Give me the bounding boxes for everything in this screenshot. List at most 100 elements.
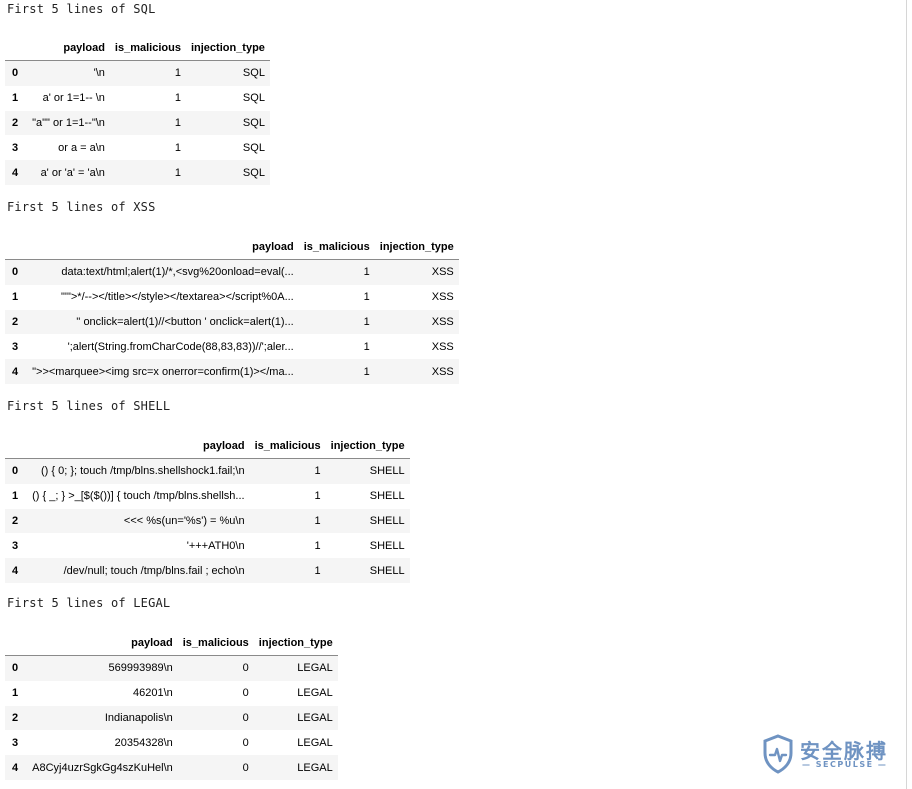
row-index: 0 (12, 662, 19, 675)
injection-type-cell: SQL (242, 67, 265, 80)
payload-cell: a' or 'a' = 'a\n (40, 166, 105, 179)
payload-cell: or a = a\n (58, 141, 105, 154)
table-row: 4 /dev/null; touch /tmp/blns.fail ; echo… (5, 558, 410, 583)
is-malicious-cell: 1 (174, 116, 181, 129)
payload-cell: "'">*/--></title></style></textarea></sc… (60, 291, 294, 304)
injection-type-cell: LEGAL (297, 662, 333, 675)
table-row: 0 () { 0; }; touch /tmp/blns.shellshock1… (5, 458, 410, 484)
row-index: 0 (12, 465, 19, 478)
injection-type-cell: XSS (431, 365, 454, 378)
section-caption: First 5 lines of LEGAL (7, 596, 171, 610)
table-header-row: payload is_malicious injection_type (5, 631, 338, 656)
table-row: 4 a' or 'a' = 'a\n 1 SQL (5, 160, 270, 185)
payload-cell: () { _; } >_[$($())] { touch /tmp/blns.s… (32, 490, 245, 503)
table-header-row: payload is_malicious injection_type (5, 235, 459, 260)
index-header (5, 631, 28, 656)
is-malicious-cell: 1 (314, 514, 321, 527)
payload-cell: () { 0; }; touch /tmp/blns.shellshock1.f… (40, 465, 245, 478)
injection-type-cell: SHELL (369, 564, 405, 577)
section-caption: First 5 lines of XSS (7, 200, 156, 214)
table-row: 2 '' onclick=alert(1)//<button ' onclick… (5, 309, 459, 335)
section-caption: First 5 lines of SHELL (7, 399, 171, 413)
payload-cell: <<< %s(un='%s') = %u\n (123, 514, 245, 527)
row-index: 4 (12, 166, 19, 179)
payload-cell: /dev/null; touch /tmp/blns.fail ; echo\n (63, 564, 245, 577)
is-malicious-cell: 0 (242, 711, 249, 724)
row-index: 3 (12, 340, 19, 353)
row-index: 3 (12, 736, 19, 749)
payload-cell: a' or 1=1-- \n (42, 92, 105, 105)
payload-cell: 20354328\n (114, 736, 173, 749)
injection-type-cell: SHELL (369, 514, 405, 527)
notebook-scroll-border (906, 0, 907, 789)
table-row: 2 Indianapolis\n 0 LEGAL (5, 705, 338, 731)
payload-cell: '' onclick=alert(1)//<button ' onclick=a… (76, 315, 294, 328)
row-index: 1 (12, 490, 19, 503)
is-malicious-cell: 1 (363, 315, 370, 328)
payload-cell: ';alert(String.fromCharCode(88,83,83))//… (67, 340, 294, 353)
row-index: 1 (12, 291, 19, 304)
table-header-row: payload is_malicious injection_type (5, 36, 270, 61)
injection-type-cell: SQL (242, 166, 265, 179)
injection-type-cell: SHELL (369, 490, 405, 503)
injection-type-cell: XSS (431, 291, 454, 304)
is-malicious-cell: 1 (314, 564, 321, 577)
watermark-title: 安全脉搏 (800, 739, 888, 763)
column-header: is_malicious (298, 235, 375, 260)
payload-cell: 569993989\n (108, 662, 173, 675)
is-malicious-cell: 1 (363, 291, 370, 304)
payload-cell: '\n (93, 67, 105, 80)
column-header: payload (27, 235, 299, 260)
is-malicious-cell: 1 (174, 166, 181, 179)
injection-type-cell: SHELL (369, 539, 405, 552)
table-row: 0 569993989\n 0 LEGAL (5, 655, 338, 681)
is-malicious-cell: 1 (314, 539, 321, 552)
column-header: is_malicious (249, 434, 326, 459)
column-header: injection_type (253, 631, 338, 656)
table-row: 3 '+++ATH0\n 1 SHELL (5, 533, 410, 559)
injection-type-cell: SQL (242, 141, 265, 154)
table-row: 3 ';alert(String.fromCharCode(88,83,83))… (5, 334, 459, 360)
shield-icon (763, 734, 793, 774)
table-row: 2 "a"" or 1=1--"\n 1 SQL (5, 110, 270, 136)
injection-type-cell: SQL (242, 116, 265, 129)
dataframe-table: payload is_malicious injection_type 0 56… (5, 631, 338, 780)
is-malicious-cell: 0 (242, 662, 249, 675)
table-row: 4 ">><marquee><img src=x onerror=confirm… (5, 359, 459, 384)
dataframe-table: payload is_malicious injection_type 0 da… (5, 235, 459, 384)
table-row: 1 a' or 1=1-- \n 1 SQL (5, 85, 270, 111)
is-malicious-cell: 1 (314, 490, 321, 503)
is-malicious-cell: 1 (363, 266, 370, 279)
injection-type-cell: XSS (431, 315, 454, 328)
section-caption: First 5 lines of SQL (7, 2, 156, 16)
table-row: 1 "'">*/--></title></style></textarea></… (5, 284, 459, 310)
row-index: 4 (12, 564, 19, 577)
is-malicious-cell: 1 (363, 365, 370, 378)
payload-cell: ">><marquee><img src=x onerror=confirm(1… (32, 365, 294, 378)
row-index: 0 (12, 67, 19, 80)
injection-type-cell: LEGAL (297, 687, 333, 700)
watermark-subtitle: — SECPULSE — (802, 760, 888, 769)
injection-type-cell: LEGAL (297, 761, 333, 774)
row-index: 1 (12, 92, 19, 105)
row-index: 4 (12, 761, 19, 774)
is-malicious-cell: 1 (314, 465, 321, 478)
row-index: 3 (12, 539, 19, 552)
column-header: is_malicious (109, 36, 186, 61)
column-header: payload (27, 36, 110, 61)
index-header (5, 434, 28, 459)
row-index: 2 (12, 116, 19, 129)
secpulse-watermark: 安全脉搏 — SECPULSE — (762, 734, 897, 776)
injection-type-cell: LEGAL (297, 711, 333, 724)
row-index: 1 (12, 687, 19, 700)
is-malicious-cell: 0 (242, 761, 249, 774)
row-index: 0 (12, 266, 19, 279)
payload-cell: '+++ATH0\n (186, 539, 245, 552)
row-index: 3 (12, 141, 19, 154)
table-row: 4 A8Cyj4uzrSgkGg4szKuHel\n 0 LEGAL (5, 755, 338, 780)
payload-cell: "a"" or 1=1--"\n (32, 116, 105, 129)
row-index: 2 (12, 315, 19, 328)
table-row: 2 <<< %s(un='%s') = %u\n 1 SHELL (5, 508, 410, 534)
is-malicious-cell: 1 (174, 92, 181, 105)
table-row: 1 () { _; } >_[$($())] { touch /tmp/blns… (5, 483, 410, 509)
